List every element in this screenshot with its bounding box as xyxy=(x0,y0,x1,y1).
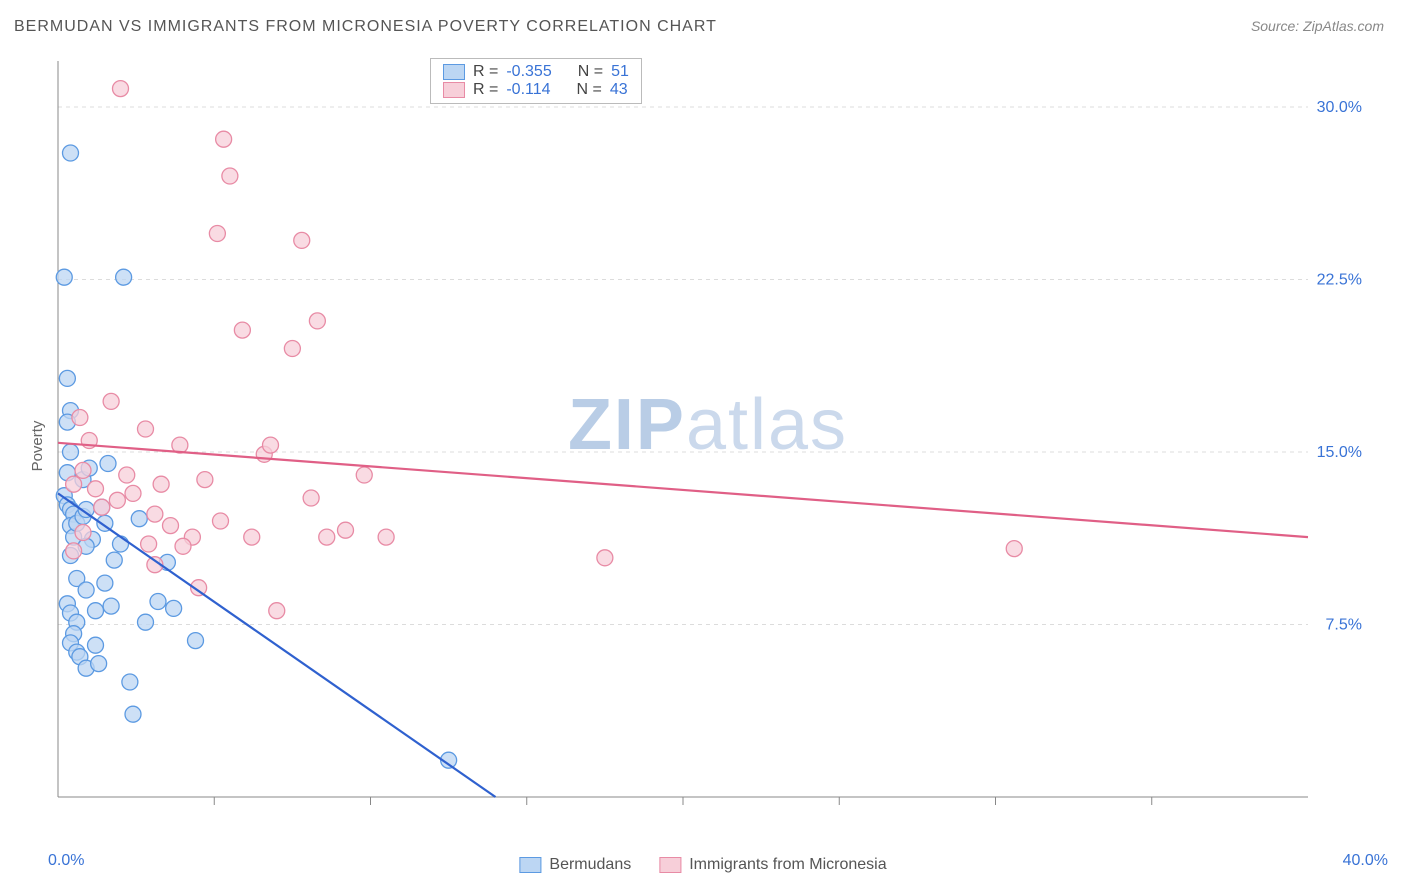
chart-title: BERMUDAN VS IMMIGRANTS FROM MICRONESIA P… xyxy=(14,18,717,36)
y-axis-label: Poverty xyxy=(29,421,46,472)
n-value-2: 43 xyxy=(610,81,628,99)
legend-label: Immigrants from Micronesia xyxy=(689,856,886,874)
legend-row-bermudans: R = -0.355 N = 51 xyxy=(443,63,629,81)
svg-text:30.0%: 30.0% xyxy=(1317,99,1362,116)
legend-item-micronesia: Immigrants from Micronesia xyxy=(659,856,886,874)
svg-text:22.5%: 22.5% xyxy=(1317,272,1362,289)
r-label: R = xyxy=(473,63,498,81)
swatch-blue xyxy=(443,64,465,80)
n-label: N = xyxy=(577,81,602,99)
chart-container: BERMUDAN VS IMMIGRANTS FROM MICRONESIA P… xyxy=(0,0,1406,892)
swatch-blue xyxy=(519,857,541,873)
n-value-1: 51 xyxy=(611,63,629,81)
legend-label: Bermudans xyxy=(549,856,631,874)
legend-item-bermudans: Bermudans xyxy=(519,856,631,874)
svg-text:7.5%: 7.5% xyxy=(1326,617,1362,634)
chart-plot-area: 7.5%15.0%22.5%30.0% ZIPatlas xyxy=(48,55,1368,825)
r-value-2: -0.114 xyxy=(506,81,550,99)
x-tick-min: 0.0% xyxy=(48,852,84,870)
x-tick-max: 40.0% xyxy=(1343,852,1388,870)
chart-svg: 7.5% 15.0% 22.5% 30.0% xyxy=(48,55,1368,825)
svg-text:15.0%: 15.0% xyxy=(1317,444,1362,461)
series-legend: Bermudans Immigrants from Micronesia xyxy=(519,856,886,874)
legend-row-micronesia: R = -0.114 N = 43 xyxy=(443,81,629,99)
r-label: R = xyxy=(473,81,498,99)
swatch-pink xyxy=(443,82,465,98)
source-attribution: Source: ZipAtlas.com xyxy=(1251,18,1384,34)
correlation-legend: R = -0.355 N = 51 R = -0.114 N = 43 xyxy=(430,58,642,104)
r-value-1: -0.355 xyxy=(506,63,551,81)
swatch-pink xyxy=(659,857,681,873)
n-label: N = xyxy=(578,63,603,81)
